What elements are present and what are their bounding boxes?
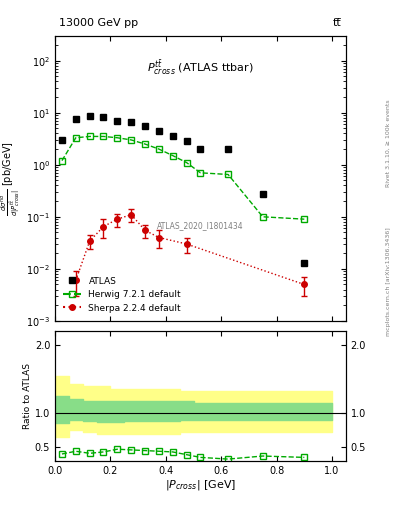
Y-axis label: $\frac{d\sigma^{nd}}{d|P^{t\bar{t}}_{cross}|}$ [pb/GeV]: $\frac{d\sigma^{nd}}{d|P^{t\bar{t}}_{cro… [0,141,24,216]
Text: 13000 GeV pp: 13000 GeV pp [59,18,138,28]
Text: mcplots.cern.ch [arXiv:1306.3436]: mcplots.cern.ch [arXiv:1306.3436] [386,227,391,336]
Text: ATLAS_2020_I1801434: ATLAS_2020_I1801434 [157,221,244,230]
X-axis label: $|P_{cross}|$ [GeV]: $|P_{cross}|$ [GeV] [165,478,236,493]
Y-axis label: Ratio to ATLAS: Ratio to ATLAS [23,363,32,429]
Legend: ATLAS, Herwig 7.2.1 default, Sherpa 2.2.4 default: ATLAS, Herwig 7.2.1 default, Sherpa 2.2.… [59,273,185,316]
Text: $P^{t\bar{t}}_{cross}$ (ATLAS ttbar): $P^{t\bar{t}}_{cross}$ (ATLAS ttbar) [147,59,254,77]
Text: tt̅: tt̅ [333,18,342,28]
Text: Rivet 3.1.10, ≥ 100k events: Rivet 3.1.10, ≥ 100k events [386,99,391,187]
